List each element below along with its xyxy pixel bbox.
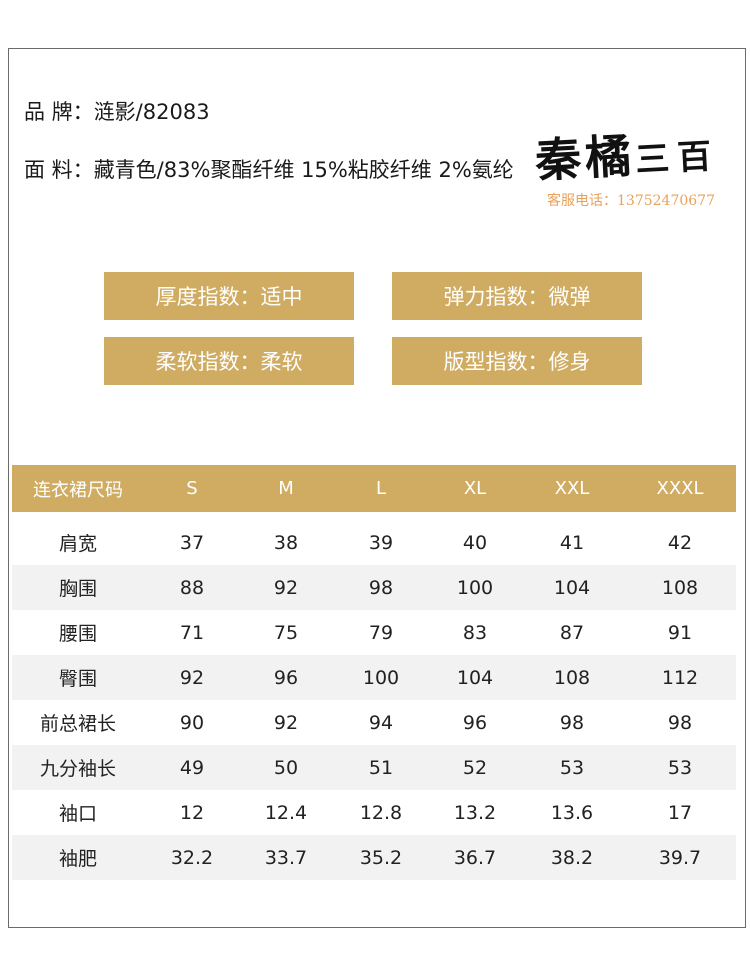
table-cell: 前总裙长 xyxy=(39,713,116,735)
table-cell: 94 xyxy=(368,711,394,734)
table-row: 肩宽 37 38 39 40 41 42 xyxy=(12,520,736,565)
fit-index-badge: 版型指数：修身 xyxy=(392,337,642,385)
thickness-index-badge: 厚度指数：适中 xyxy=(104,272,354,320)
brand-value: 涟影/82083 xyxy=(93,100,210,124)
table-cell: 75 xyxy=(273,621,299,644)
table-cell: 12.8 xyxy=(359,801,403,824)
table-cell: 96 xyxy=(462,711,488,734)
table-cell: 32.2 xyxy=(170,846,214,869)
table-cell: 12 xyxy=(179,801,205,824)
table-cell: 九分袖长 xyxy=(39,758,116,780)
table-cell: 108 xyxy=(661,576,699,599)
header-cell: 连衣裙尺码 xyxy=(33,479,123,501)
table-cell: 92 xyxy=(273,711,299,734)
fabric-value: 藏青色/83%聚酯纤维 15%粘胶纤维 2%氨纶 xyxy=(93,158,514,182)
table-cell: 104 xyxy=(456,666,494,689)
table-cell: 98 xyxy=(559,711,585,734)
table-cell: 49 xyxy=(179,756,205,779)
table-cell: 112 xyxy=(661,666,699,689)
elasticity-index-badge: 弹力指数：微弹 xyxy=(392,272,642,320)
table-cell: 90 xyxy=(179,711,205,734)
table-row: 九分袖长 49 50 51 52 53 53 xyxy=(12,745,736,790)
content-frame xyxy=(8,48,746,928)
table-cell: 12.4 xyxy=(264,801,308,824)
table-cell: 98 xyxy=(667,711,693,734)
table-cell: 37 xyxy=(179,531,205,554)
table-cell: 108 xyxy=(553,666,591,689)
table-cell: 33.7 xyxy=(264,846,308,869)
table-cell: 42 xyxy=(667,531,693,554)
table-row: 臀围 92 96 100 104 108 112 xyxy=(12,655,736,700)
softness-index-badge: 柔软指数：柔软 xyxy=(104,337,354,385)
header-cell: S xyxy=(186,478,198,499)
table-row: 袖肥 32.2 33.7 35.2 36.7 38.2 39.7 xyxy=(12,835,736,880)
table-cell: 39.7 xyxy=(658,846,702,869)
table-cell: 39 xyxy=(368,531,394,554)
table-cell: 83 xyxy=(462,621,488,644)
table-cell: 51 xyxy=(368,756,394,779)
header-cell: XXL xyxy=(554,478,590,499)
table-cell: 腰围 xyxy=(58,623,97,645)
table-row: 腰围 71 75 79 83 87 91 xyxy=(12,610,736,655)
table-cell: 袖肥 xyxy=(58,848,97,870)
header-cell: L xyxy=(375,478,387,499)
header-cell: XL xyxy=(463,478,487,499)
table-cell: 52 xyxy=(462,756,488,779)
brand-label: 品 牌： xyxy=(24,100,94,124)
header-cell: XXXL xyxy=(656,478,704,499)
table-cell: 87 xyxy=(559,621,585,644)
table-cell: 71 xyxy=(179,621,205,644)
table-cell: 35.2 xyxy=(359,846,403,869)
table-cell: 13.6 xyxy=(550,801,594,824)
table-row: 胸围 88 92 98 100 104 108 xyxy=(12,565,736,610)
table-cell: 100 xyxy=(456,576,494,599)
table-cell: 53 xyxy=(667,756,693,779)
table-cell: 17 xyxy=(667,801,693,824)
table-cell: 91 xyxy=(667,621,693,644)
table-row: 袖口 12 12.4 12.8 13.2 13.6 17 xyxy=(12,790,736,835)
table-cell: 40 xyxy=(462,531,488,554)
fabric-label: 面 料： xyxy=(24,158,94,182)
table-cell: 38 xyxy=(273,531,299,554)
table-cell: 13.2 xyxy=(453,801,497,824)
table-cell: 92 xyxy=(179,666,205,689)
table-cell: 79 xyxy=(368,621,394,644)
table-cell: 38.2 xyxy=(550,846,594,869)
size-table-header: 连衣裙尺码 S M L XL XXL XXXL xyxy=(12,465,736,512)
brand-line: 品 牌：涟影/82083 xyxy=(24,96,210,126)
header-cell: M xyxy=(278,478,294,499)
table-cell: 88 xyxy=(179,576,205,599)
table-cell: 98 xyxy=(368,576,394,599)
table-cell: 36.7 xyxy=(453,846,497,869)
table-cell: 臀围 xyxy=(58,668,97,690)
table-cell: 41 xyxy=(559,531,585,554)
fabric-line: 面 料：藏青色/83%聚酯纤维 15%粘胶纤维 2%氨纶 xyxy=(24,154,514,184)
table-cell: 53 xyxy=(559,756,585,779)
table-cell: 92 xyxy=(273,576,299,599)
table-cell: 胸围 xyxy=(58,578,97,600)
table-cell: 50 xyxy=(273,756,299,779)
table-cell: 肩宽 xyxy=(58,533,97,555)
table-cell: 104 xyxy=(553,576,591,599)
size-table: 连衣裙尺码 S M L XL XXL XXXL 肩宽 37 38 39 40 4… xyxy=(12,465,736,880)
table-row: 前总裙长 90 92 94 96 98 98 xyxy=(12,700,736,745)
table-cell: 袖口 xyxy=(58,803,97,825)
table-cell: 100 xyxy=(362,666,400,689)
table-cell: 96 xyxy=(273,666,299,689)
